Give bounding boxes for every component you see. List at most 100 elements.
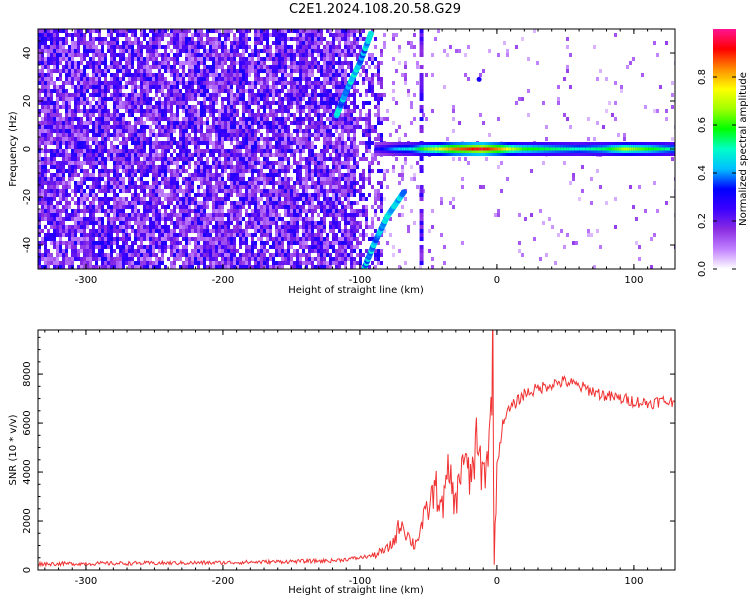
heatmap-cell: [152, 161, 155, 165]
heatmap-cell: [299, 177, 302, 181]
heatmap-cell: [143, 165, 146, 169]
heatmap-cell: [155, 193, 158, 197]
heatmap-cell: [266, 145, 269, 149]
heatmap-cell: [53, 121, 56, 125]
heatmap-cell: [83, 261, 86, 265]
heatmap-cell: [95, 65, 98, 69]
heatmap-cell: [236, 213, 239, 217]
heatmap-cell: [62, 177, 65, 181]
heatmap-cell: [197, 221, 200, 225]
heatmap-cell: [104, 209, 107, 213]
heatmap-cell: [101, 189, 104, 193]
heatmap-cell: [122, 53, 125, 57]
heatmap-cell: [281, 225, 284, 229]
heatmap-cell: [266, 29, 269, 33]
heatmap-cell: [185, 253, 188, 257]
heatmap-cell: [47, 125, 50, 129]
heatmap-cell: [80, 161, 83, 165]
heatmap-cell: [215, 73, 218, 77]
heatmap-cell: [260, 117, 263, 121]
heatmap-cell: [113, 53, 116, 57]
heatmap-cell: [287, 45, 290, 49]
heatmap-cell: [242, 177, 245, 181]
heatmap-cell: [125, 253, 128, 257]
heatmap-cell: [197, 245, 200, 249]
heatmap-cell: [206, 89, 209, 93]
heatmap-cell: [278, 189, 281, 193]
heatmap-cell: [176, 249, 179, 253]
heatmap-cell: [197, 45, 200, 49]
heatmap-cell: [77, 33, 80, 37]
heatmap-cell: [149, 245, 152, 249]
heatmap-cell: [281, 233, 284, 237]
heatmap-cell: [221, 121, 224, 125]
heatmap-cell: [152, 41, 155, 45]
heatmap-cell: [323, 265, 326, 269]
heatmap-cell: [83, 121, 86, 125]
heatmap-cell: [119, 61, 122, 65]
heatmap-cell: [56, 209, 59, 213]
heatmap-cell: [128, 105, 131, 109]
heatmap-cell: [68, 77, 71, 81]
heatmap-cell: [311, 249, 314, 253]
heatmap-cell: [179, 133, 182, 137]
heatmap-cell: [182, 29, 185, 33]
heatmap-cell: [320, 169, 323, 173]
heatmap-cell: [260, 69, 263, 73]
heatmap-cell: [101, 197, 104, 201]
heatmap-cell: [230, 261, 233, 265]
heatmap-cell: [155, 217, 158, 221]
heatmap-cell: [41, 129, 44, 133]
heatmap-cell: [134, 49, 137, 53]
heatmap-cell: [266, 249, 269, 253]
heatmap-cell: [134, 57, 137, 61]
heatmap-cell: [212, 61, 215, 65]
heatmap-cell: [260, 173, 263, 177]
heatmap-cell: [224, 77, 227, 81]
heatmap-cell: [191, 125, 194, 129]
heatmap-cell: [41, 193, 44, 197]
heatmap-cell: [206, 157, 209, 161]
heatmap-cell: [125, 125, 128, 129]
heatmap-cell: [215, 233, 218, 237]
heatmap-cell: [170, 221, 173, 225]
heatmap-cell: [107, 205, 110, 209]
heatmap-cell: [113, 241, 116, 245]
heatmap-cell: [236, 93, 239, 97]
heatmap-cell: [293, 205, 296, 209]
heatmap-cell: [215, 89, 218, 93]
heatmap-cell: [236, 41, 239, 45]
heatmap-cell: [116, 241, 119, 245]
heatmap-cell: [257, 225, 260, 229]
heatmap-cell: [80, 197, 83, 201]
heatmap-cell: [122, 229, 125, 233]
heatmap-cell: [311, 157, 314, 161]
heatmap-cell: [71, 77, 74, 81]
heatmap-cell: [185, 125, 188, 129]
heatmap-cell: [317, 197, 320, 201]
heatmap-cell: [104, 137, 107, 141]
heatmap-cell: [278, 49, 281, 53]
heatmap-cell: [44, 261, 47, 265]
heatmap-cell: [254, 181, 257, 185]
heatmap-cell: [59, 229, 62, 233]
heatmap-cell: [212, 73, 215, 77]
heatmap-cell: [248, 249, 251, 253]
heatmap-cell: [149, 41, 152, 45]
heatmap-cell: [305, 233, 308, 237]
heatmap-cell: [161, 257, 164, 261]
heatmap-cell: [248, 261, 251, 265]
heatmap-cell: [179, 141, 182, 145]
heatmap-cell: [50, 49, 53, 53]
heatmap-cell: [227, 257, 230, 261]
heatmap-cell: [191, 229, 194, 233]
heatmap-cell: [92, 201, 95, 205]
heatmap-cell: [227, 189, 230, 193]
heatmap-cell: [191, 177, 194, 181]
heatmap-cell: [260, 161, 263, 165]
heatmap-cell: [284, 49, 287, 53]
heatmap-cell: [227, 73, 230, 77]
heatmap-cell: [86, 221, 89, 225]
heatmap-cell: [176, 61, 179, 65]
heatmap-cell: [188, 165, 191, 169]
